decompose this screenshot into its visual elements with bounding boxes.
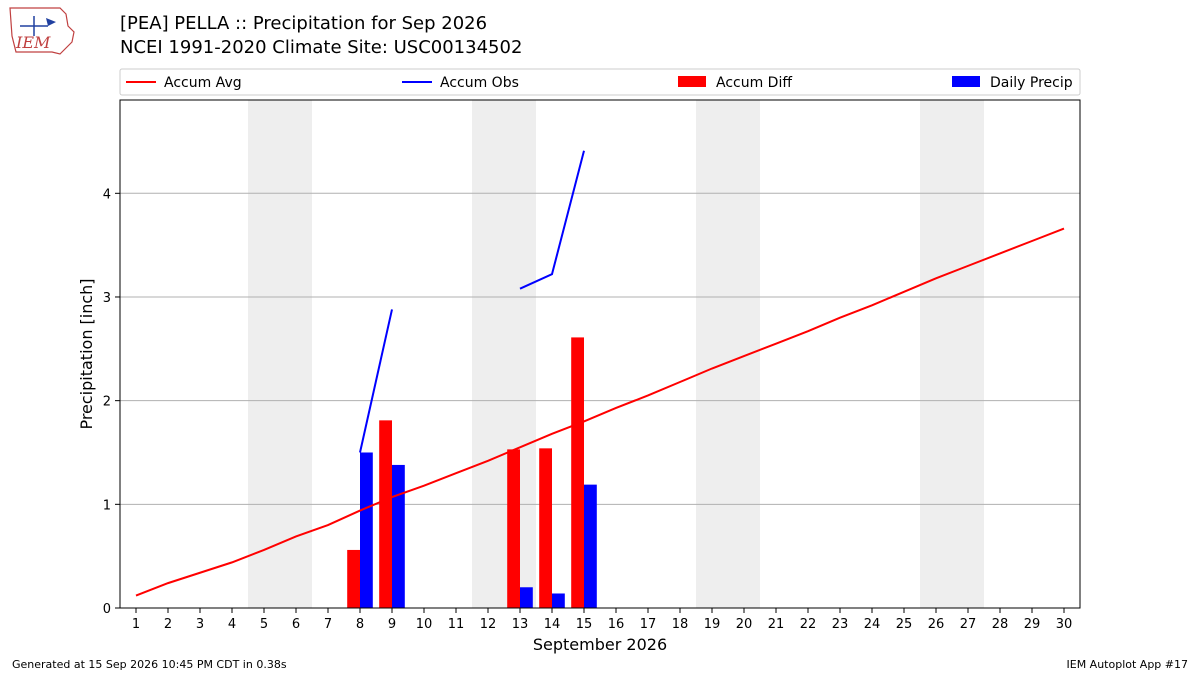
y-tick-label: 0 [103, 602, 111, 617]
lines [135, 150, 1065, 597]
x-tick-label: 25 [896, 617, 913, 632]
accum-obs-line [519, 150, 585, 290]
legend-swatch [952, 76, 980, 87]
shaded-band [920, 100, 984, 608]
x-tick-label: 7 [324, 617, 332, 632]
y-tick-label: 3 [103, 291, 111, 306]
x-tick-label: 24 [864, 617, 881, 632]
x-tick-label: 18 [672, 617, 689, 632]
x-tick-label: 21 [768, 617, 785, 632]
x-tick-label: 17 [640, 617, 657, 632]
x-tick-label: 30 [1056, 617, 1073, 632]
x-tick-label: 1 [132, 617, 140, 632]
legend-accum-obs: Accum Obs [402, 75, 519, 91]
shaded-band [472, 100, 536, 608]
x-tick-label: 12 [480, 617, 497, 632]
x-tick-label: 8 [356, 617, 364, 632]
bars [347, 337, 597, 608]
daily-precip-bar [552, 593, 565, 608]
x-tick-label: 9 [388, 617, 396, 632]
x-tick-label: 14 [544, 617, 561, 632]
x-tick-label: 13 [512, 617, 529, 632]
legend: Accum Avg Accum Obs Accum Diff Daily Precip [119, 68, 1081, 96]
x-tick-label: 19 [704, 617, 721, 632]
daily-precip-bar [360, 452, 373, 608]
x-tick-label: 4 [228, 617, 236, 632]
x-tick-label: 23 [832, 617, 849, 632]
footer-generated: Generated at 15 Sep 2026 10:45 PM CDT in… [12, 658, 287, 671]
accum-diff-bar [379, 420, 392, 608]
footer-app: IEM Autoplot App #17 [1066, 658, 1189, 671]
legend-label: Accum Obs [440, 75, 519, 91]
plot-frame [119, 99, 1081, 609]
shaded-band [248, 100, 312, 608]
x-tick-label: 22 [800, 617, 817, 632]
x-tick-label: 6 [292, 617, 300, 632]
accum-obs-line [359, 309, 393, 453]
iem-logo: IEM [9, 7, 75, 55]
accum-diff-bar [539, 448, 552, 608]
x-tick-label: 2 [164, 617, 172, 632]
x-tick-label: 29 [1024, 617, 1041, 632]
legend-box [119, 68, 1081, 96]
legend-accum-avg: Accum Avg [126, 75, 242, 91]
daily-precip-bar [520, 587, 533, 608]
axis-ticks: 1 2 3 4 5 6 7 8 9 10 11 12 13 14 15 16 17 18 19 20 21 22 23 24 2… [103, 187, 1073, 632]
x-tick-label: 28 [992, 617, 1009, 632]
x-axis-label: September 2026 [533, 635, 667, 654]
x-tick-label: 3 [196, 617, 204, 632]
x-tick-label: 26 [928, 617, 945, 632]
daily-precip-bar [584, 484, 597, 608]
y-tick-label: 4 [103, 187, 111, 202]
daily-precip-bar [392, 464, 405, 608]
accum-diff-bar [347, 549, 360, 608]
grid-lines [120, 192, 1080, 505]
x-tick-label: 5 [260, 617, 268, 632]
y-axis-label: Precipitation [inch] [77, 278, 96, 429]
accum-diff-bar [507, 449, 520, 608]
x-tick-label: 20 [736, 617, 753, 632]
chart-subtitle: NCEI 1991-2020 Climate Site: USC00134502 [120, 37, 523, 58]
y-tick-label: 2 [103, 395, 111, 410]
x-tick-label: 16 [608, 617, 625, 632]
y-tick-label: 1 [103, 498, 111, 513]
chart-title: [PEA] PELLA :: Precipitation for Sep 202… [120, 13, 488, 34]
accum-avg-line [135, 227, 1065, 597]
x-tick-label: 15 [576, 617, 593, 632]
legend-daily-precip: Daily Precip [952, 75, 1073, 91]
legend-accum-diff: Accum Diff [678, 75, 792, 91]
legend-label: Accum Diff [716, 75, 792, 91]
weekend-shading [248, 100, 984, 608]
logo-text: IEM [15, 33, 51, 52]
legend-label: Accum Avg [164, 75, 242, 91]
x-tick-label: 10 [416, 617, 433, 632]
x-tick-label: 27 [960, 617, 977, 632]
x-tick-label: 11 [448, 617, 465, 632]
accum-diff-bar [571, 337, 584, 608]
legend-label: Daily Precip [990, 75, 1073, 91]
legend-swatch [678, 76, 706, 87]
